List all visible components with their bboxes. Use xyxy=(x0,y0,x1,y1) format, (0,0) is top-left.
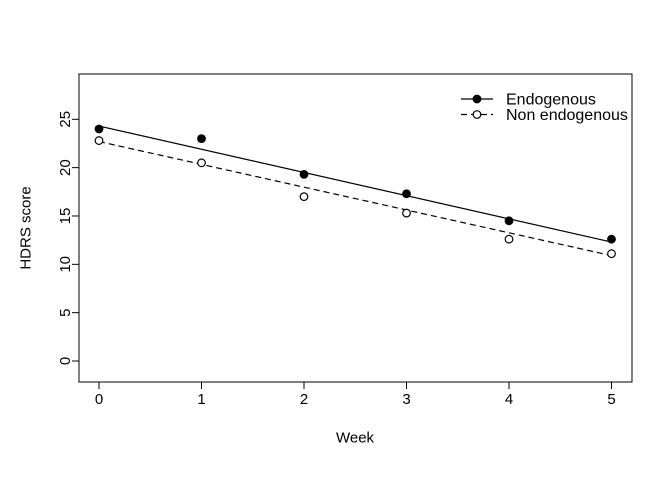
legend-label: Endogenous xyxy=(506,92,596,109)
y-axis: 0 5 10 15 20 25 xyxy=(57,111,79,365)
plot-box xyxy=(78,73,633,383)
x-tick-label: 5 xyxy=(607,391,615,408)
fit-line xyxy=(98,125,612,243)
legend-entry: Endogenous xyxy=(461,92,596,109)
legend-entry: Non endogenous xyxy=(461,107,628,124)
open-circle-marker xyxy=(504,234,514,244)
legend-open-circle-icon xyxy=(472,110,482,119)
fit-line xyxy=(98,140,612,257)
open-circle-marker xyxy=(402,208,411,218)
y-axis-title: HDRS score xyxy=(17,186,35,270)
x-tick-label: 3 xyxy=(402,391,410,408)
y-tick-label: 0 xyxy=(57,357,74,365)
y-tick-label: 20 xyxy=(57,159,74,176)
series-non-endogenous xyxy=(94,136,616,259)
filled-circle-marker xyxy=(299,170,309,179)
x-axis-title: Week xyxy=(335,429,375,447)
x-axis: 0 1 2 3 4 5 xyxy=(95,382,616,408)
x-tick-label: 2 xyxy=(300,391,308,408)
filled-circle-marker xyxy=(197,134,206,144)
series-endogenous xyxy=(94,124,616,244)
filled-circle-marker xyxy=(504,216,514,226)
filled-circle-marker xyxy=(94,124,104,134)
open-circle-marker xyxy=(299,192,309,202)
x-tick-label: 4 xyxy=(505,391,513,408)
x-tick-label: 1 xyxy=(197,391,205,408)
x-tick-label: 0 xyxy=(95,391,103,408)
y-tick-label: 10 xyxy=(57,256,74,273)
legend-filled-circle-icon xyxy=(472,94,482,104)
open-circle-marker xyxy=(197,158,206,168)
legend-label: Non endogenous xyxy=(506,107,628,124)
y-tick-label: 25 xyxy=(57,111,74,128)
open-circle-marker xyxy=(94,136,104,145)
filled-circle-marker xyxy=(402,189,411,199)
open-circle-marker xyxy=(607,249,616,259)
y-tick-label: 15 xyxy=(57,208,74,225)
filled-circle-marker xyxy=(607,234,616,244)
y-tick-label: 5 xyxy=(57,308,74,316)
